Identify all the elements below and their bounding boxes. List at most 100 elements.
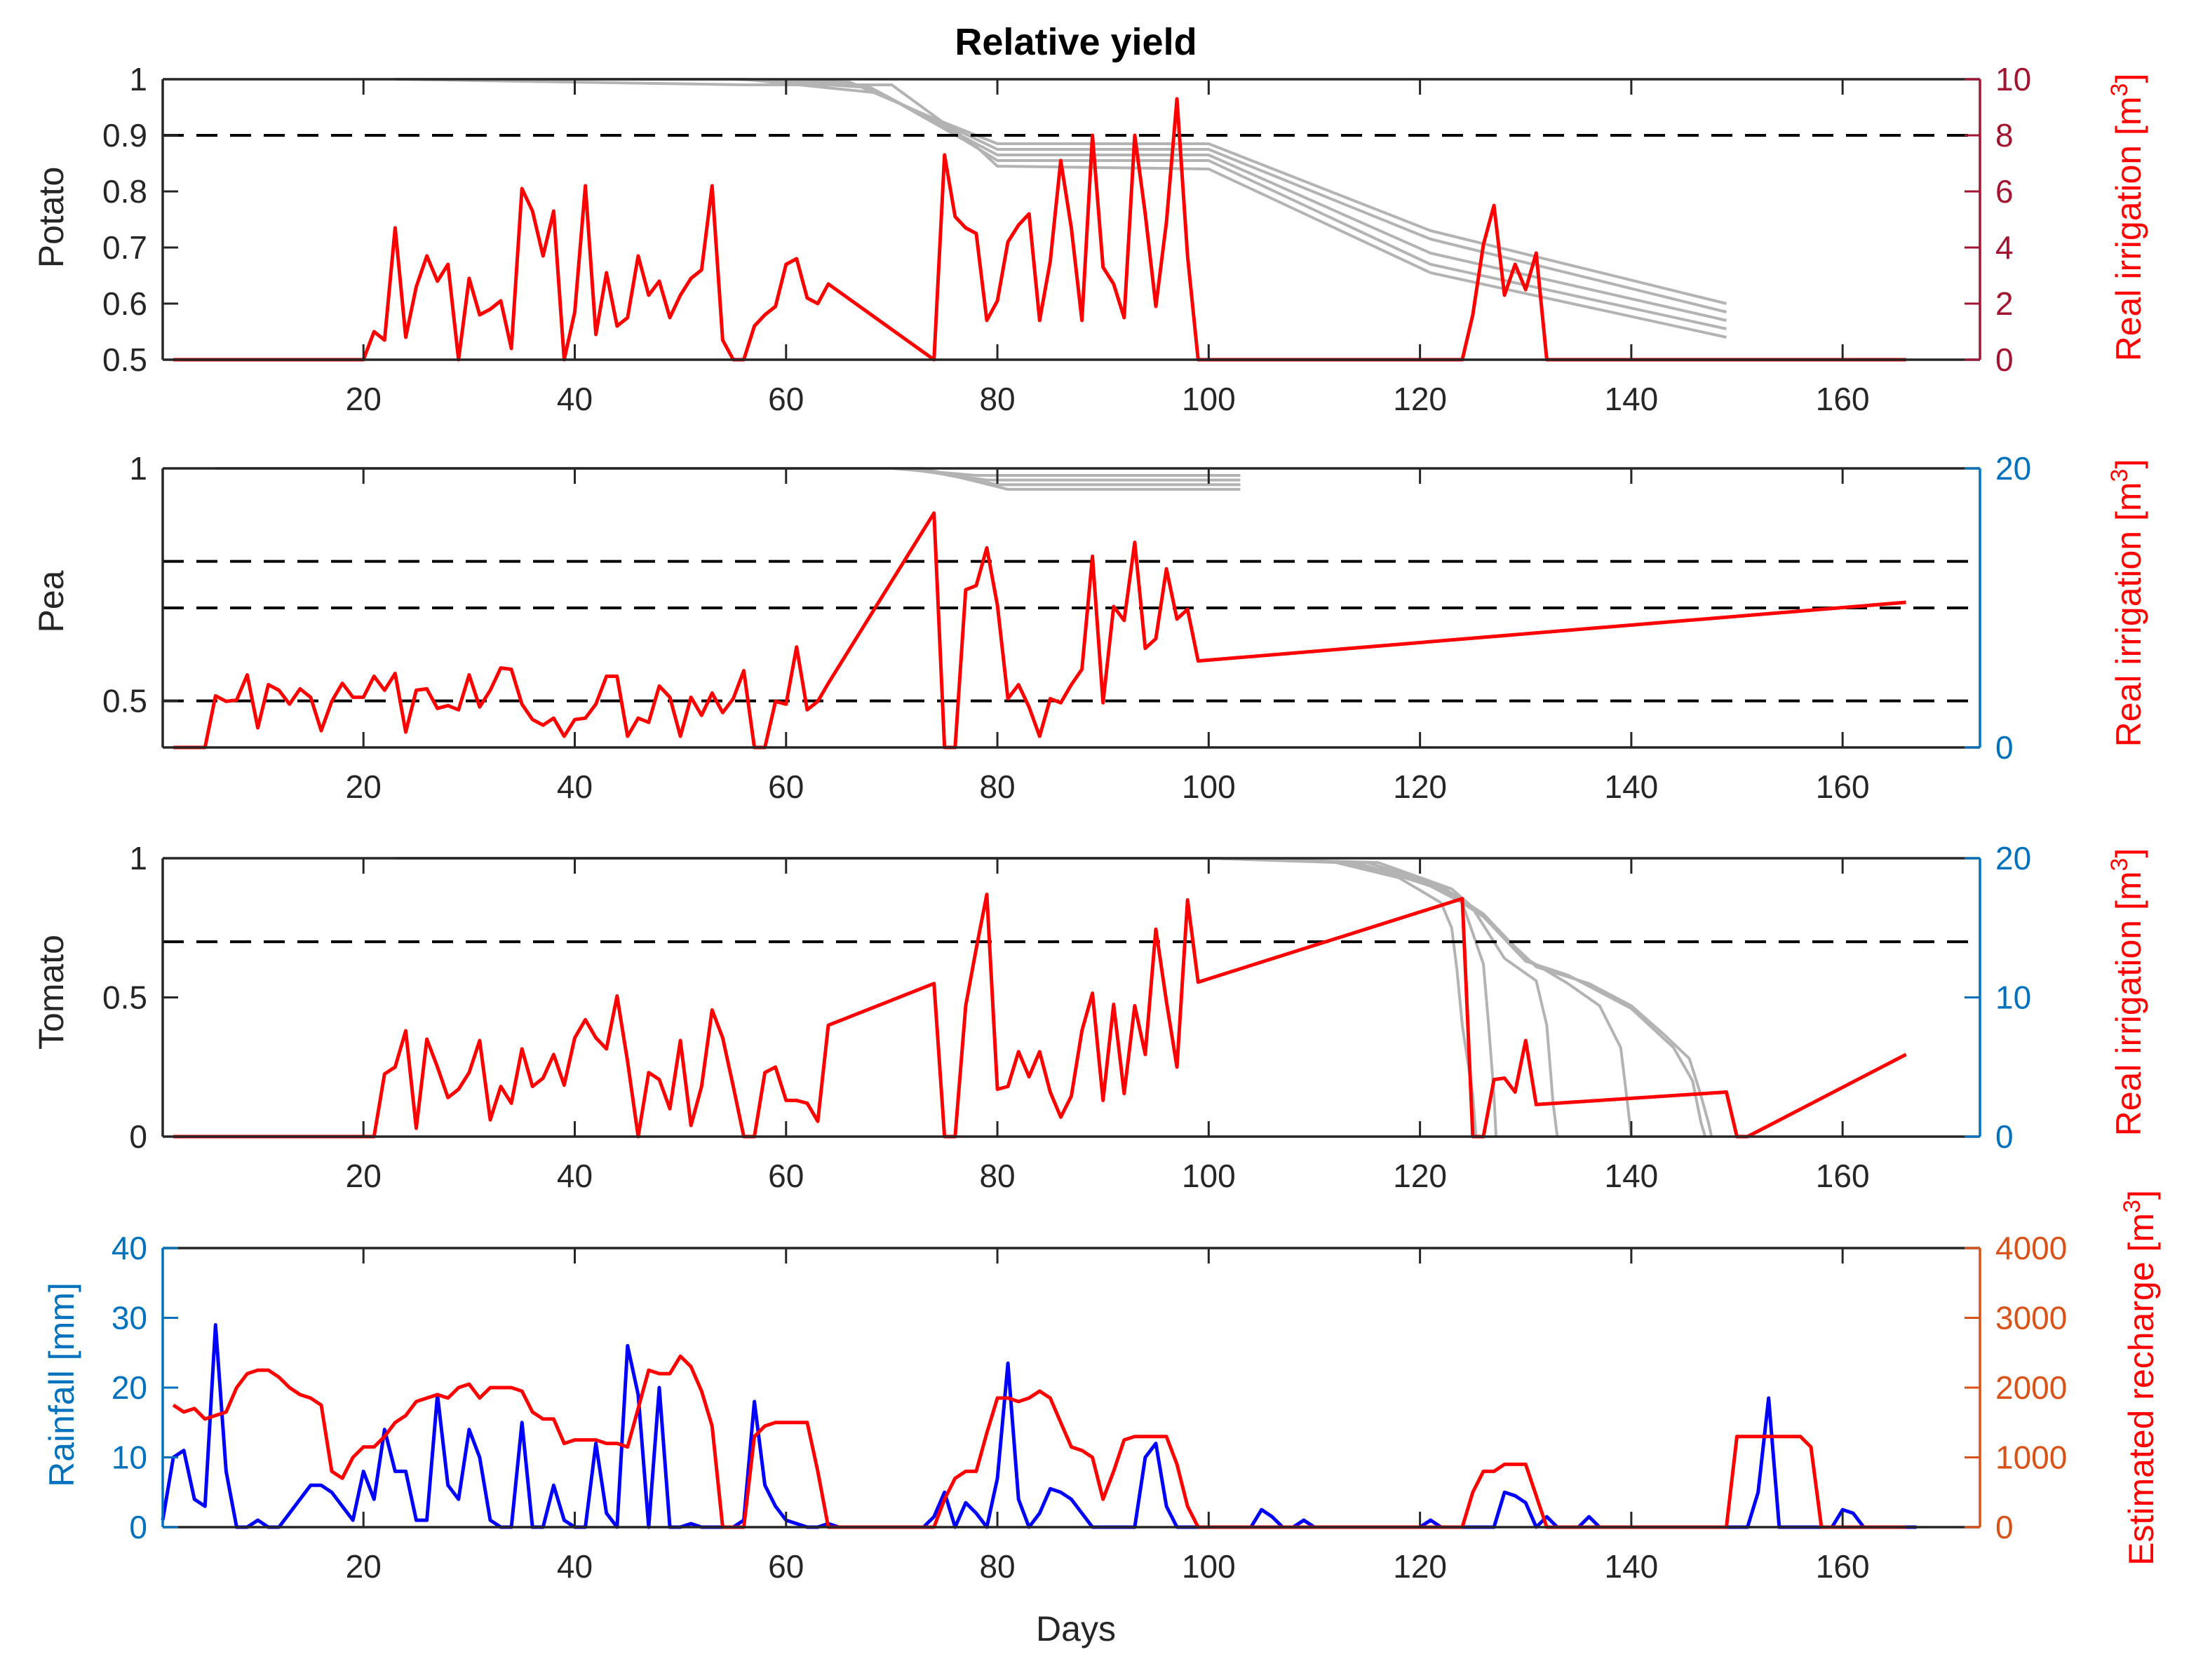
pea-xtick-label: 40 bbox=[557, 768, 593, 805]
potato-ytick-label: 0.9 bbox=[102, 117, 147, 154]
panel-pea: Pea Real irrigation [m3] bbox=[32, 459, 2148, 747]
panel-potato: Potato Real irrigation [m3] bbox=[32, 74, 2148, 362]
potato-y-right-label-sup: 3 bbox=[2106, 83, 2133, 97]
rainfall_recharge-ytick-right-label: 2000 bbox=[1995, 1369, 2067, 1406]
pea-ytick-right-label: 20 bbox=[1995, 450, 2031, 487]
rainfall_recharge-ytick-label: 10 bbox=[112, 1439, 147, 1476]
rainfall_recharge-xtick-label: 40 bbox=[557, 1548, 593, 1585]
rainfall_recharge-xtick-label: 120 bbox=[1393, 1548, 1447, 1585]
potato-ytick-right-label: 0 bbox=[1995, 341, 2014, 378]
potato-xtick-label: 120 bbox=[1393, 381, 1447, 417]
pea-y-label: Pea bbox=[32, 570, 71, 632]
potato-ytick-right-label: 2 bbox=[1995, 285, 2014, 322]
chart-title: Relative yield bbox=[955, 21, 1197, 63]
potato-y-right-label-close: ] bbox=[2109, 74, 2148, 83]
tomato-xtick-label: 20 bbox=[346, 1158, 382, 1194]
pea-y-right-label-close: ] bbox=[2109, 459, 2148, 469]
tomato-ytick-label: 0.5 bbox=[102, 980, 147, 1016]
potato-ytick-right-label: 8 bbox=[1995, 117, 2014, 154]
tomato-ytick-right-label: 10 bbox=[1995, 980, 2031, 1016]
tomato-xtick-label: 140 bbox=[1605, 1158, 1659, 1194]
rainfall_recharge-xtick-label: 100 bbox=[1182, 1548, 1236, 1585]
pea-xtick-label: 80 bbox=[979, 768, 1015, 805]
rainfall_recharge-ytick-label: 40 bbox=[112, 1230, 147, 1266]
pea-irrigation-line bbox=[173, 511, 1906, 750]
tomato-y-right-label: Real irrigation [m3] bbox=[2106, 848, 2148, 1137]
tomato-y-label: Tomato bbox=[32, 935, 71, 1050]
rainfall_recharge-xtick-label: 160 bbox=[1816, 1548, 1870, 1585]
pea-xtick-label: 20 bbox=[346, 768, 382, 805]
potato-ytick-right-label: 4 bbox=[1995, 229, 2014, 266]
tomato-ytick-right-label: 20 bbox=[1995, 840, 2031, 876]
potato-xtick-label: 140 bbox=[1605, 381, 1659, 417]
pea-y-right-label-text: Real irrigation [m bbox=[2109, 482, 2148, 747]
recharge-y-right-label: Estimated recharge [m3] bbox=[2119, 1190, 2161, 1566]
tomato-xtick-label: 80 bbox=[979, 1158, 1015, 1194]
rainfall_recharge-ytick-right-label: 4000 bbox=[1995, 1230, 2067, 1266]
rainfall_recharge-ytick-label: 20 bbox=[112, 1369, 147, 1406]
pea-xtick-label: 160 bbox=[1816, 768, 1870, 805]
pea-y-right-label: Real irrigation [m3] bbox=[2106, 459, 2148, 747]
potato-ytick-label: 0.8 bbox=[102, 173, 147, 210]
potato-xtick-label: 100 bbox=[1182, 381, 1236, 417]
x-axis-label: Days bbox=[1036, 1609, 1116, 1648]
tomato-y-right-label-sup: 3 bbox=[2106, 858, 2133, 872]
plot-potato: 20 40 60 80 100 120 140 1600.50.60.70.80.910246… bbox=[102, 61, 2031, 417]
rainfall_recharge-xtick-label: 20 bbox=[346, 1548, 382, 1585]
pea-y-right-label-sup: 3 bbox=[2106, 469, 2133, 482]
pea-xtick-label: 60 bbox=[768, 768, 804, 805]
rainfall_recharge-xtick-label: 80 bbox=[979, 1548, 1015, 1585]
potato-xtick-label: 20 bbox=[346, 381, 382, 417]
potato-ytick-right-label: 6 bbox=[1995, 173, 2014, 210]
rainfall_recharge-ytick-right-label: 1000 bbox=[1995, 1439, 2067, 1476]
potato-xtick-label: 40 bbox=[557, 381, 593, 417]
pea-ytick-label: 1 bbox=[129, 450, 147, 487]
tomato-ytick-right-label: 0 bbox=[1995, 1118, 2014, 1155]
tomato-xtick-label: 120 bbox=[1393, 1158, 1447, 1194]
recharge-y-right-label-close: ] bbox=[2122, 1190, 2161, 1200]
tomato-xtick-label: 40 bbox=[557, 1158, 593, 1194]
tomato-ytick-label: 0 bbox=[129, 1118, 147, 1155]
potato-y-right-label: Real irrigation [m3] bbox=[2106, 74, 2148, 362]
potato-ytick-label: 1 bbox=[129, 61, 147, 97]
potato-ytick-label: 0.5 bbox=[102, 341, 147, 378]
potato-ytick-label: 0.6 bbox=[102, 285, 147, 322]
potato-irrigation-line bbox=[173, 97, 1906, 362]
rainfall_recharge-ytick-right-label: 0 bbox=[1995, 1509, 2014, 1545]
pea-ytick-right-label: 0 bbox=[1995, 729, 2014, 766]
panel-rainfall-recharge: Rainfall [mm] Estimated recharge [m3] Da… bbox=[42, 1190, 2161, 1648]
potato-xtick-label: 160 bbox=[1816, 381, 1870, 417]
potato-y-label: Potato bbox=[32, 167, 71, 269]
rainfall-y-label: Rainfall [mm] bbox=[42, 1282, 81, 1487]
recharge-y-right-label-text: Estimated recharge [m bbox=[2122, 1213, 2161, 1566]
panel-tomato: Tomato Real irrigation [m3] bbox=[32, 848, 2148, 1137]
rainfall_recharge-xtick-label: 140 bbox=[1605, 1548, 1659, 1585]
potato-ytick-label: 0.7 bbox=[102, 229, 147, 266]
recharge-y-right-label-sup: 3 bbox=[2119, 1200, 2145, 1213]
potato-y-right-label-text: Real irrigation [m bbox=[2109, 96, 2148, 361]
pea-xtick-label: 120 bbox=[1393, 768, 1447, 805]
tomato-ytick-label: 1 bbox=[129, 840, 147, 876]
potato-xtick-label: 80 bbox=[979, 381, 1015, 417]
recharge-line bbox=[172, 1354, 1906, 1529]
tomato-irrigation-line bbox=[173, 893, 1907, 1139]
plot-pea: 20 40 60 80 100 120 140 160 0.5 1 0 20 bbox=[102, 450, 2031, 805]
rainfall_recharge-xtick-label: 60 bbox=[768, 1548, 804, 1585]
potato-yield-line-5 bbox=[395, 78, 1727, 339]
tomato-xtick-label: 160 bbox=[1816, 1158, 1870, 1194]
pea-ytick-label: 0.5 bbox=[102, 683, 147, 719]
tomato-xtick-label: 60 bbox=[768, 1158, 804, 1194]
tomato-y-right-label-text: Real irrigation [m bbox=[2109, 871, 2148, 1136]
potato-xtick-label: 60 bbox=[768, 381, 804, 417]
tomato-y-right-label-close: ] bbox=[2109, 848, 2148, 858]
tomato-xtick-label: 100 bbox=[1182, 1158, 1236, 1194]
rainfall_recharge-ytick-label: 0 bbox=[129, 1509, 147, 1545]
rainfall_recharge-ytick-right-label: 3000 bbox=[1995, 1300, 2067, 1336]
potato-ytick-right-label: 10 bbox=[1995, 61, 2031, 97]
pea-xtick-label: 100 bbox=[1182, 768, 1236, 805]
rainfall_recharge-ytick-label: 30 bbox=[112, 1300, 147, 1336]
pea-xtick-label: 140 bbox=[1605, 768, 1659, 805]
